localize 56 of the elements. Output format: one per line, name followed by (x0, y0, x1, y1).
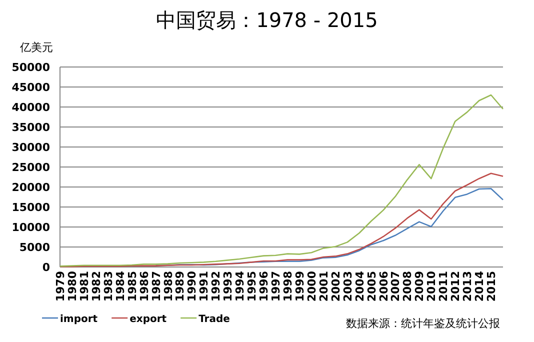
x-tick-label: 1997 (270, 271, 283, 302)
x-tick-label: 2014 (473, 270, 486, 302)
x-tick-label: 2006 (377, 270, 390, 302)
y-tick-label: 15000 (12, 201, 50, 214)
x-tick-label: 2011 (437, 271, 450, 302)
x-tick-label: 2002 (329, 271, 342, 302)
x-tick-label: 1986 (138, 270, 151, 302)
x-tick-label: 1994 (234, 270, 247, 302)
x-tick-label: 1991 (198, 271, 211, 302)
x-tick-label: 2005 (365, 271, 378, 302)
x-tick-label: 2009 (413, 271, 426, 302)
x-tick-label: 1998 (281, 271, 294, 302)
chart-title: 中国贸易：1978 - 2015 (156, 8, 378, 32)
x-tick-label: 2004 (353, 270, 366, 302)
x-tick-label: 1992 (210, 271, 223, 302)
x-tick-label: 2001 (317, 271, 330, 302)
y-tick-label: 35000 (12, 121, 50, 134)
x-tick-label: 1981 (78, 271, 91, 302)
y-tick-label: 25000 (12, 161, 50, 174)
x-tick-label: 1983 (102, 271, 115, 302)
y-axis-title: 亿美元 (19, 41, 53, 54)
legend-label: export (130, 314, 167, 325)
x-tick-label: 1984 (114, 270, 127, 302)
legend-label: import (60, 314, 98, 325)
x-tick-label: 1982 (90, 271, 103, 302)
x-tick-label: 1995 (246, 271, 259, 302)
x-tick-label: 2008 (401, 271, 414, 302)
x-tick-label: 1980 (66, 270, 79, 302)
x-tick-label: 2010 (425, 270, 438, 302)
x-tick-label: 2012 (449, 271, 462, 302)
y-tick-label: 40000 (12, 101, 50, 114)
x-tick-label: 1993 (222, 271, 235, 302)
source-note: 数据来源：统计年鉴及统计公报 (346, 317, 500, 330)
x-tick-label: 1988 (162, 271, 175, 302)
y-tick-label: 20000 (12, 181, 50, 194)
x-tick-label: 1990 (186, 270, 199, 302)
x-tick-label: 1985 (126, 271, 139, 302)
x-tick-label: 1999 (293, 271, 306, 302)
x-tick-label: 1987 (150, 271, 163, 302)
x-tick-label: 2003 (341, 271, 354, 302)
y-tick-label: 30000 (12, 141, 50, 154)
x-tick-label: 2000 (305, 270, 318, 302)
line-series (59, 94, 504, 267)
x-tick-label: 2013 (461, 271, 474, 302)
y-tick-label: 0 (42, 261, 50, 274)
x-tick-label: 1989 (174, 271, 187, 302)
y-tick-label: 45000 (12, 81, 50, 94)
legend-label: Trade (198, 314, 230, 325)
y-tick-label: 50000 (12, 61, 50, 74)
x-tick-label: 1996 (258, 270, 271, 302)
x-tick-label: 2007 (389, 271, 402, 302)
x-tick-label: 2015 (485, 271, 498, 302)
x-tick-label: 1979 (54, 271, 67, 302)
y-tick-label: 10000 (12, 221, 50, 234)
y-tick-label: 5000 (19, 241, 50, 254)
line-series (59, 172, 504, 268)
